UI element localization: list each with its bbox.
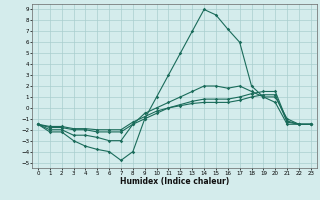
X-axis label: Humidex (Indice chaleur): Humidex (Indice chaleur): [120, 177, 229, 186]
